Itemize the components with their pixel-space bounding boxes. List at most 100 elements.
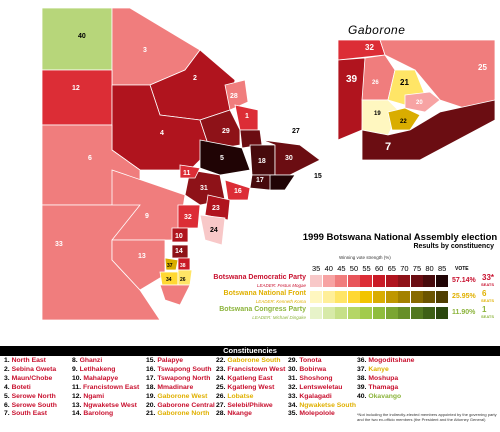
main-map xyxy=(41,7,321,321)
constituency-item: 40. Okavango xyxy=(357,392,402,400)
region-16[interactable] xyxy=(224,179,251,201)
region-40[interactable] xyxy=(41,7,113,71)
results-header: 1999 Botswana National Assembly election… xyxy=(300,232,500,250)
legend-swatch xyxy=(385,275,398,287)
legend-swatch xyxy=(335,307,348,319)
region-15[interactable] xyxy=(269,174,296,191)
constituency-item: 9. Letlhakeng xyxy=(72,365,116,373)
region-12[interactable] xyxy=(41,69,113,126)
constituency-item: 23. Francistown West xyxy=(216,365,286,373)
legend-scale-tick: 50 xyxy=(349,264,359,273)
legend-swatch xyxy=(436,291,448,303)
constituency-item: 37. Kanye xyxy=(357,365,389,373)
map-label-24: 24 xyxy=(210,227,218,234)
constituency-item: 33. Kgalagadi xyxy=(288,392,332,400)
legend-scale-tick: 65 xyxy=(387,264,396,273)
map-label-34: 34 xyxy=(166,277,172,283)
constituency-item: 13. Ngwaketse West xyxy=(72,401,137,409)
constituency-item: 12. Ngami xyxy=(72,392,105,400)
map-label-17: 17 xyxy=(256,177,264,184)
region-32[interactable] xyxy=(177,204,201,229)
party-vote-share: 11.90% xyxy=(452,309,476,316)
inset-region-25[interactable] xyxy=(379,39,496,111)
region-13[interactable] xyxy=(111,239,166,291)
constituency-item: 7. South East xyxy=(4,410,48,418)
constituency-item: 32. Lentsweletau xyxy=(288,383,343,391)
map-label-5: 5 xyxy=(220,155,224,162)
inset-region-22[interactable] xyxy=(387,107,421,131)
constituency-item: 10. Mahalapye xyxy=(72,374,119,382)
constituency-item: 15. Palapye xyxy=(146,357,184,364)
inset-label-21: 21 xyxy=(400,78,409,87)
chart-title: 1999 Botswana National Assembly election xyxy=(302,232,498,243)
legend-scale-tick: 45 xyxy=(337,264,346,273)
constituency-item: 19. Gaborone West xyxy=(146,392,208,400)
map-label-1: 1 xyxy=(245,113,249,120)
constituency-item: 8. Ghanzi xyxy=(72,357,103,364)
constituency-item: 14. Barolong xyxy=(72,410,114,418)
inset-label-39: 39 xyxy=(346,74,358,85)
legend-swatch xyxy=(310,307,322,319)
map-label-29: 29 xyxy=(222,128,230,135)
party-leader: LEADER: Festus Mogae xyxy=(256,283,306,288)
constituency-item: 36. Mogoditshane xyxy=(357,357,415,364)
constituency-item: 5. Serowe North xyxy=(4,392,56,400)
legend-swatch xyxy=(436,307,448,319)
map-label-40: 40 xyxy=(78,33,86,40)
constituency-item: 26. Lobatse xyxy=(216,392,254,400)
region-14b[interactable] xyxy=(159,284,191,306)
legend-swatch xyxy=(423,291,436,303)
inset-region-20[interactable] xyxy=(404,91,441,113)
legend-swatch xyxy=(347,291,360,303)
legend-swatch xyxy=(436,275,448,287)
region-5[interactable] xyxy=(199,139,251,176)
region-23[interactable] xyxy=(204,194,231,221)
constituency-item: 22. Gaborone South xyxy=(216,357,281,364)
party-seats: 1 xyxy=(482,305,487,314)
map-label-16: 16 xyxy=(234,188,242,195)
map-label-33: 33 xyxy=(55,241,63,248)
constituency-item: 3. Maun/Chobe xyxy=(4,374,53,382)
map-label-23: 23 xyxy=(212,205,220,212)
legend-swatch xyxy=(423,275,436,287)
map-label-32: 32 xyxy=(184,214,192,221)
legend-swatch xyxy=(373,291,385,303)
party-seats: 33* xyxy=(482,273,495,282)
legend-scale-tick: 40 xyxy=(324,264,333,273)
region-37[interactable] xyxy=(164,257,179,271)
inset-label-20: 20 xyxy=(416,100,423,106)
inset-label-32: 32 xyxy=(365,43,374,52)
legend-swatch xyxy=(410,291,423,303)
map-label-30: 30 xyxy=(285,155,293,162)
party-name: Botswana Congress Party xyxy=(219,306,306,313)
legend-swatch xyxy=(347,275,360,287)
legend-swatch xyxy=(385,291,398,303)
party-seats-label: SEATS xyxy=(481,298,495,303)
inset-region-39[interactable] xyxy=(337,57,366,141)
inset-title: Gaborone xyxy=(348,23,406,37)
inset-label-22: 22 xyxy=(400,119,407,125)
map-label-3: 3 xyxy=(143,47,147,54)
legend-swatch xyxy=(398,275,411,287)
inset-region-7[interactable] xyxy=(361,99,496,161)
constituency-item: 30. Bobirwa xyxy=(288,365,327,373)
region-11[interactable] xyxy=(179,164,201,179)
legend-swatch xyxy=(398,291,411,303)
party-seats-label: SEATS xyxy=(481,314,495,319)
party-seats-label: SEATS xyxy=(481,282,495,287)
region-28[interactable] xyxy=(224,79,249,111)
region-24[interactable] xyxy=(199,214,226,246)
constituency-item: 4. Boteti xyxy=(4,383,31,391)
map-labels: 40 3 12 2 28 1 4 29 27 5 18 30 6 17 15 3… xyxy=(55,33,322,283)
legend-scale-tick: 85 xyxy=(438,264,447,273)
legend-swatch xyxy=(385,307,398,319)
legend-swatch xyxy=(398,307,411,319)
region-10[interactable] xyxy=(171,227,189,243)
constituency-item: 29. Tonota xyxy=(288,357,322,364)
map-label-15: 15 xyxy=(314,173,322,180)
map-label-26: 26 xyxy=(180,277,186,283)
constituency-item: 38. Moshupa xyxy=(357,374,399,382)
constituency-item: 16. Tswapong South xyxy=(146,365,212,373)
constituency-item: 28. Nkange xyxy=(216,410,252,418)
map-label-4: 4 xyxy=(160,130,164,137)
